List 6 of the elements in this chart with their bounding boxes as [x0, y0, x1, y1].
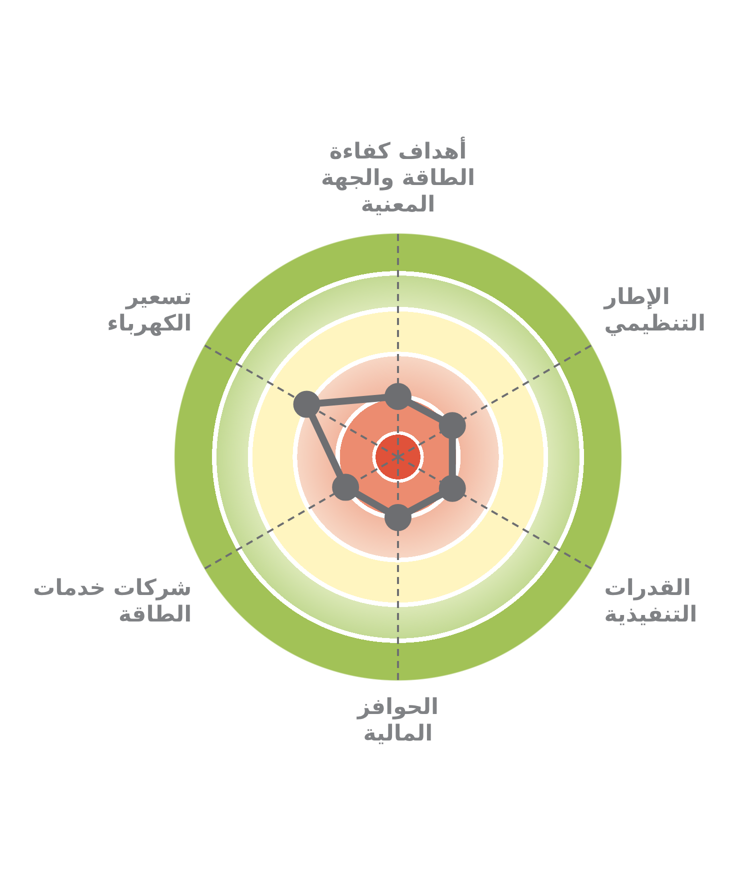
- spoke-label: الإطار التنظيمي: [603, 285, 706, 336]
- spoke-label: أهداف كفاءة الطاقة والجهة المعنية: [320, 136, 476, 218]
- spoke-label: شركات خدمات الطاقة: [32, 576, 192, 628]
- spoke-label: تسعير الكهرباء: [107, 285, 192, 336]
- spoke-label: الحوافز المالية: [356, 695, 439, 747]
- spoke-label: القدرات التنفيذية: [604, 576, 698, 628]
